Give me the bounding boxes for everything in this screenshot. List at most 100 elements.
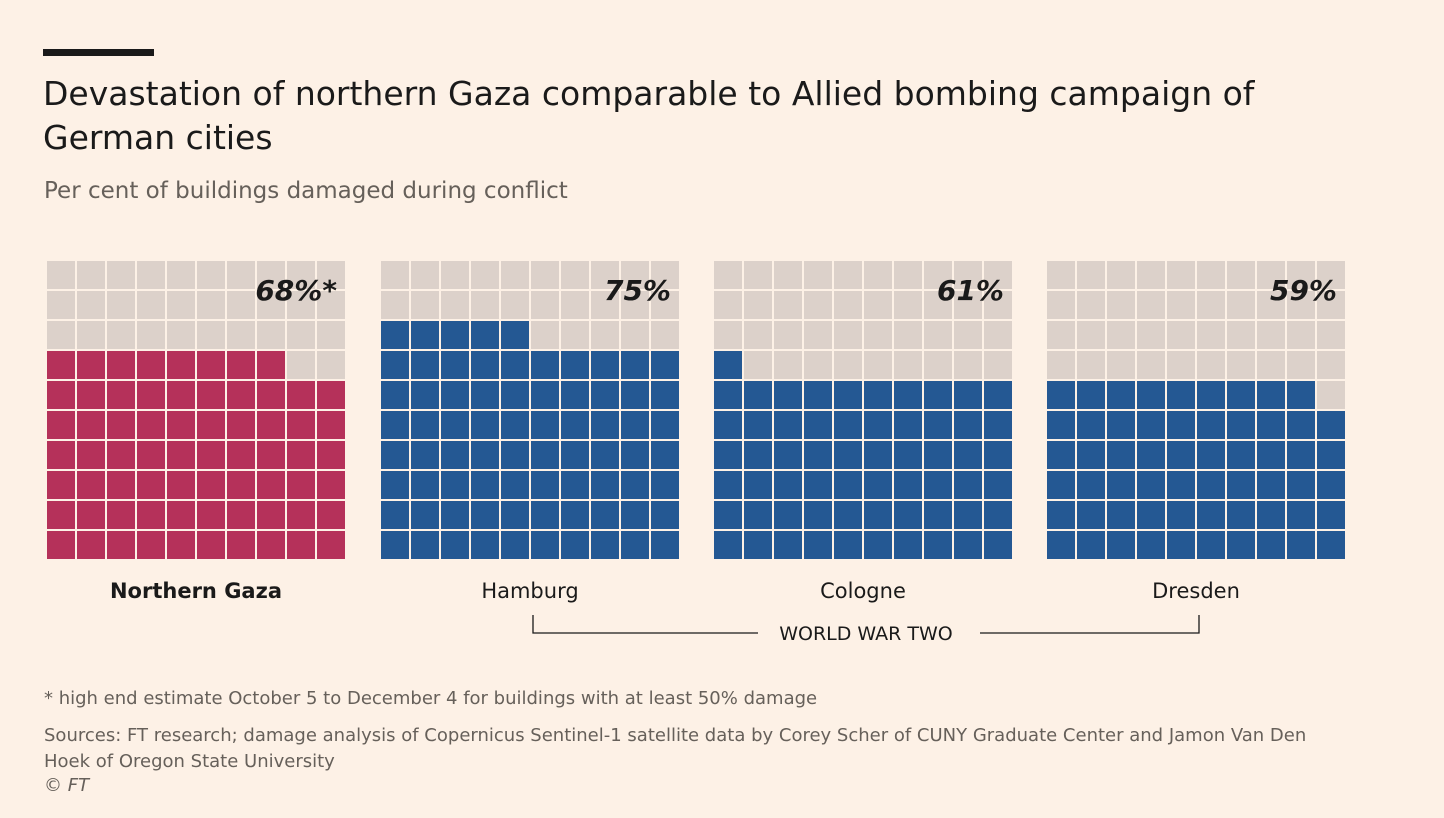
waffle-cell-filled [772, 469, 804, 501]
waffle-cell-filled [1045, 499, 1077, 531]
waffle-cell-filled [469, 409, 501, 441]
waffle-cell-filled [772, 439, 804, 471]
waffle-cell-filled [469, 499, 501, 531]
waffle-cell-filled [45, 379, 77, 411]
waffle-cell-filled [559, 529, 591, 561]
waffle-cell-filled [315, 529, 347, 561]
waffle-cell-filled [225, 409, 257, 441]
waffle-cell-empty [1045, 289, 1077, 321]
category-label-dresden: Dresden [1152, 579, 1240, 603]
waffle-cell-filled [439, 379, 471, 411]
waffle-cell-filled [952, 499, 984, 531]
waffle-cell-filled [982, 409, 1014, 441]
waffle-cell-filled [559, 499, 591, 531]
copyright: © FT [44, 775, 89, 796]
waffle-cell-filled [832, 499, 864, 531]
waffle-cell-filled [225, 529, 257, 561]
waffle-cell-empty [1165, 289, 1197, 321]
waffle-cell-filled [195, 499, 227, 531]
waffle-cell-empty [1105, 319, 1137, 351]
chart-title: Devastation of northern Gaza comparable … [43, 74, 1255, 157]
waffle-cell-empty [1105, 289, 1137, 321]
waffle-cell-empty [1255, 319, 1287, 351]
waffle-cell-empty [1195, 319, 1227, 351]
category-label-northern-gaza: Northern Gaza [110, 579, 282, 603]
waffle-cell-filled [1255, 439, 1287, 471]
waffle-cell-filled [649, 499, 681, 531]
waffle-cell-filled [982, 529, 1014, 561]
waffle-cell-filled [589, 469, 621, 501]
waffle-cell-filled [712, 409, 744, 441]
waffle-cell-empty [1315, 319, 1347, 351]
waffle-cell-filled [1105, 379, 1137, 411]
waffle-cell-filled [1255, 409, 1287, 441]
waffle-cell-filled [379, 499, 411, 531]
waffle-cell-filled [952, 439, 984, 471]
waffle-cell-filled [619, 469, 651, 501]
waffle-cell-filled [1285, 499, 1317, 531]
waffle-cell-empty [135, 319, 167, 351]
waffle-cell-filled [712, 379, 744, 411]
waffle-cell-filled [285, 499, 317, 531]
waffle-cell-filled [439, 529, 471, 561]
waffle-cell-filled [742, 499, 774, 531]
waffle-cell-filled [499, 319, 531, 351]
waffle-cell-filled [135, 529, 167, 561]
waffle-cell-filled [499, 469, 531, 501]
waffle-cell-filled [255, 499, 287, 531]
waffle-cell-empty [862, 289, 894, 321]
waffle-cell-empty [892, 349, 924, 381]
waffle-cell-filled [135, 469, 167, 501]
waffle-cell-empty [285, 259, 317, 291]
waffle-cell-empty [165, 289, 197, 321]
sources-note: Sources: FT research; damage analysis of… [44, 725, 1307, 772]
waffle-cell-empty [379, 259, 411, 291]
waffle-cell-empty [862, 319, 894, 351]
waffle-cell-filled [952, 529, 984, 561]
waffle-cell-filled [802, 469, 834, 501]
waffle-cell-empty [832, 289, 864, 321]
waffle-cell-filled [469, 319, 501, 351]
waffle-cell-empty [285, 319, 317, 351]
waffle-cell-empty [1075, 349, 1107, 381]
waffle-cell-filled [802, 529, 834, 561]
waffle-cell-empty [75, 259, 107, 291]
waffle-cell-filled [892, 409, 924, 441]
waffle-cell-filled [1105, 499, 1137, 531]
waffle-cell-filled [165, 499, 197, 531]
waffle-cell-filled [135, 439, 167, 471]
waffle-cell-empty [1045, 319, 1077, 351]
waffle-cell-empty [1135, 289, 1167, 321]
waffle-cell-filled [1195, 529, 1227, 561]
waffle-cell-filled [1285, 409, 1317, 441]
waffle-cell-filled [1165, 499, 1197, 531]
waffle-cell-filled [1135, 469, 1167, 501]
waffle-cell-filled [135, 499, 167, 531]
waffle-cell-filled [832, 529, 864, 561]
waffle-cell-filled [409, 319, 441, 351]
waffle-cell-filled [285, 469, 317, 501]
waffle-cell-filled [499, 499, 531, 531]
waffle-cell-filled [379, 349, 411, 381]
waffle-cell-filled [315, 409, 347, 441]
waffle-cell-filled [439, 319, 471, 351]
waffle-cell-empty [589, 289, 621, 321]
waffle-cell-filled [742, 469, 774, 501]
waffle-cell-filled [1255, 529, 1287, 561]
waffle-cell-empty [1165, 349, 1197, 381]
waffle-cell-filled [379, 379, 411, 411]
waffle-cell-filled [1135, 409, 1167, 441]
waffle-cell-filled [45, 349, 77, 381]
waffle-cell-empty [225, 259, 257, 291]
waffle-cell-filled [922, 469, 954, 501]
waffle-cell-filled [559, 469, 591, 501]
waffle-cell-filled [1165, 469, 1197, 501]
waffle-cell-filled [1315, 409, 1347, 441]
waffle-cell-filled [165, 529, 197, 561]
waffle-cell-empty [802, 259, 834, 291]
waffle-cell-filled [559, 349, 591, 381]
waffle-cell-filled [649, 349, 681, 381]
waffle-cell-filled [1135, 529, 1167, 561]
waffle-cell-filled [45, 409, 77, 441]
